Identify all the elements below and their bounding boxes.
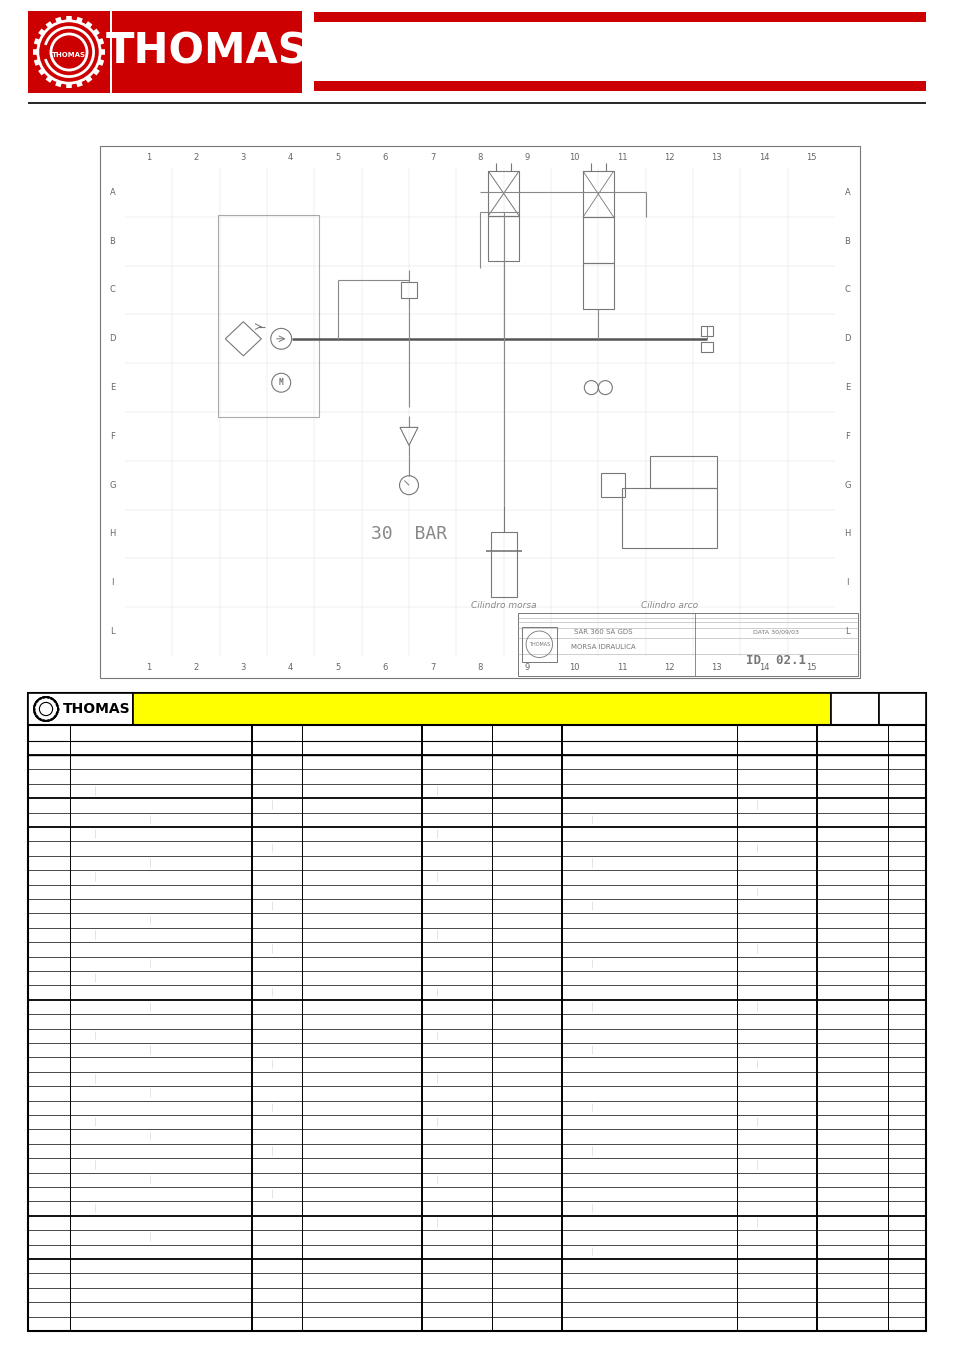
Text: A: A — [843, 188, 849, 197]
Bar — [112, 11, 302, 93]
Text: 11: 11 — [616, 153, 626, 162]
Text: 11: 11 — [616, 662, 626, 671]
Text: 4: 4 — [288, 153, 293, 162]
Text: M: M — [278, 378, 283, 388]
Bar — [132, 693, 830, 725]
Text: 2: 2 — [193, 662, 198, 671]
Text: 12: 12 — [663, 153, 674, 162]
Bar — [314, 12, 925, 22]
Bar — [582, 218, 613, 263]
Text: 8: 8 — [476, 153, 482, 162]
Text: 6: 6 — [382, 662, 388, 671]
Text: 10: 10 — [569, 662, 579, 671]
Text: 30  BAR: 30 BAR — [371, 526, 447, 543]
Text: B: B — [843, 236, 849, 246]
Text: C: C — [110, 285, 115, 295]
Bar — [599, 473, 624, 497]
Text: THOMAS: THOMAS — [52, 53, 86, 58]
Bar — [28, 693, 132, 725]
Bar — [878, 693, 925, 725]
Text: C: C — [843, 285, 849, 295]
Text: 7: 7 — [430, 662, 435, 671]
Bar — [488, 172, 518, 216]
Text: G: G — [843, 481, 850, 489]
Bar — [830, 693, 878, 725]
Bar — [582, 172, 613, 218]
Text: DATA 30/09/03: DATA 30/09/03 — [753, 630, 799, 634]
Text: Cilindro morsa: Cilindro morsa — [471, 601, 536, 609]
Bar — [582, 263, 613, 309]
Text: 14: 14 — [758, 153, 768, 162]
Bar — [488, 216, 518, 261]
Bar — [28, 11, 110, 93]
Text: 13: 13 — [711, 153, 721, 162]
Text: 13: 13 — [711, 662, 721, 671]
Text: 3: 3 — [240, 662, 246, 671]
Text: E: E — [110, 384, 115, 392]
Bar — [700, 326, 713, 336]
Text: 9: 9 — [524, 662, 530, 671]
Text: THOMAS: THOMAS — [528, 642, 549, 647]
Text: 1: 1 — [146, 153, 152, 162]
Text: THOMAS: THOMAS — [106, 31, 308, 73]
Text: L: L — [111, 627, 114, 636]
Text: 8: 8 — [476, 662, 482, 671]
Text: MORSA IDRAULICA: MORSA IDRAULICA — [570, 644, 635, 650]
Text: 5: 5 — [335, 662, 340, 671]
Text: Cilindro arco: Cilindro arco — [640, 601, 698, 609]
Text: L: L — [844, 627, 849, 636]
Text: H: H — [843, 530, 850, 539]
Bar — [650, 455, 716, 488]
Text: I: I — [112, 578, 113, 588]
Text: G: G — [110, 481, 115, 489]
Text: 6: 6 — [382, 153, 388, 162]
Text: D: D — [110, 334, 115, 343]
Text: 2: 2 — [193, 153, 198, 162]
Text: E: E — [844, 384, 849, 392]
Text: 15: 15 — [805, 153, 816, 162]
Text: 10: 10 — [569, 153, 579, 162]
Bar — [517, 612, 857, 676]
Text: 7: 7 — [430, 153, 435, 162]
Circle shape — [38, 20, 100, 84]
Text: 5: 5 — [335, 153, 340, 162]
Text: ID  02.1: ID 02.1 — [745, 654, 805, 666]
Text: 14: 14 — [758, 662, 768, 671]
Text: SAR 360 SA GDS: SAR 360 SA GDS — [573, 628, 632, 635]
Bar — [521, 627, 557, 662]
Text: H: H — [110, 530, 115, 539]
Bar — [314, 81, 925, 91]
Text: B: B — [110, 236, 115, 246]
Bar — [217, 215, 319, 417]
Text: 1: 1 — [146, 662, 152, 671]
Text: 9: 9 — [524, 153, 530, 162]
Text: F: F — [844, 432, 849, 440]
Text: 15: 15 — [805, 662, 816, 671]
Text: 4: 4 — [288, 662, 293, 671]
Text: D: D — [843, 334, 850, 343]
Text: A: A — [110, 188, 115, 197]
Bar — [621, 488, 716, 549]
Text: 12: 12 — [663, 662, 674, 671]
Text: I: I — [845, 578, 848, 588]
Bar — [700, 342, 713, 351]
Bar — [490, 532, 517, 597]
Text: 3: 3 — [240, 153, 246, 162]
Text: THOMAS: THOMAS — [62, 703, 130, 716]
Bar — [28, 693, 925, 1331]
Bar — [100, 146, 859, 678]
Text: F: F — [110, 432, 114, 440]
Bar — [400, 282, 416, 299]
